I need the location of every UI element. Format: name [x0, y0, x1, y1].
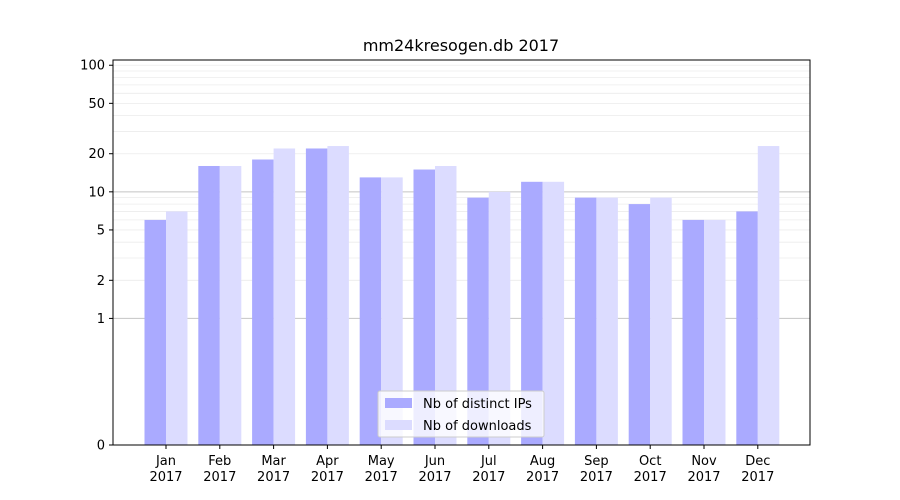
bar-distinct-ips — [252, 159, 274, 445]
x-tick-label-line: 2017 — [311, 470, 344, 485]
bar-distinct-ips — [736, 211, 758, 445]
y-tick-label: 5 — [97, 223, 105, 238]
y-tick-label: 1 — [97, 312, 105, 327]
bar-distinct-ips — [682, 219, 704, 445]
x-tick-label-line: Jan — [155, 454, 176, 469]
bar-downloads — [757, 146, 780, 445]
x-tick-label-line: 2017 — [634, 470, 667, 485]
chart-title: mm24kresogen.db 2017 — [363, 36, 559, 55]
bar-downloads — [596, 197, 618, 445]
bar-downloads — [273, 148, 296, 445]
bar-downloads — [166, 211, 188, 445]
y-tick-label: 2 — [97, 274, 105, 289]
x-tick-label-line: 2017 — [472, 470, 505, 485]
x-tick-label: Aug 2017 — [526, 454, 559, 485]
x-tick-label: Feb 2017 — [203, 454, 236, 485]
y-tick-label: 100 — [80, 59, 105, 74]
x-tick-label-line: Oct — [639, 454, 661, 469]
x-tick-label-line: Jul — [480, 454, 497, 469]
bar-distinct-ips — [467, 197, 489, 445]
x-tick-label-line: 2017 — [418, 470, 451, 485]
x-tick-label: Mar 2017 — [257, 454, 290, 485]
x-tick-label-line: 2017 — [149, 470, 182, 485]
x-tick-label-line: 2017 — [203, 470, 236, 485]
legend-swatch-distinct-ips — [385, 398, 412, 408]
bar-downloads — [435, 165, 457, 446]
bar-downloads — [704, 219, 726, 445]
bar-distinct-ips — [628, 204, 651, 445]
x-tick-label: Oct 2017 — [634, 454, 667, 485]
bar-layer — [144, 146, 780, 446]
x-tick-label-line: Mar — [261, 454, 286, 469]
x-tick-label-line: Aug — [530, 454, 555, 469]
x-tick-label: Jun 2017 — [418, 454, 451, 485]
bar-downloads — [219, 165, 242, 446]
x-tick-label-line: 2017 — [580, 470, 613, 485]
bar-distinct-ips — [144, 219, 166, 445]
x-tick-label-line: Sep — [584, 454, 609, 469]
bar-distinct-ips — [198, 165, 220, 446]
x-tick-label-line: 2017 — [741, 470, 774, 485]
x-tick-label-line: Dec — [745, 454, 770, 469]
y-tick-label: 10 — [88, 185, 105, 200]
bar-downloads — [650, 197, 672, 445]
bar-distinct-ips — [305, 148, 328, 445]
legend: Nb of distinct IPs Nb of downloads — [377, 390, 545, 438]
bar-downloads — [327, 146, 349, 445]
x-tick-label-line: 2017 — [526, 470, 559, 485]
x-tick-label-line: Feb — [208, 454, 231, 469]
x-tick-label-line: Apr — [316, 454, 339, 469]
bar-distinct-ips — [521, 181, 543, 445]
bar-downloads — [381, 177, 403, 446]
x-tick-label-line: May — [368, 454, 395, 469]
bar-distinct-ips — [413, 169, 435, 445]
legend-label-distinct-ips: Nb of distinct IPs — [423, 397, 532, 412]
x-tick-label-line: 2017 — [365, 470, 398, 485]
bar-distinct-ips — [359, 177, 382, 446]
x-tick-label: Apr 2017 — [311, 454, 344, 485]
legend-swatch-downloads — [385, 420, 412, 430]
x-tick-label: Dec 2017 — [741, 454, 774, 485]
legend-label-downloads: Nb of downloads — [423, 419, 532, 434]
bar-distinct-ips — [574, 197, 597, 445]
legend-box — [377, 390, 545, 438]
x-tick-label: Nov 2017 — [687, 454, 720, 485]
x-tick-label: Sep 2017 — [580, 454, 613, 485]
x-tick-label: Jul 2017 — [472, 454, 505, 485]
x-tick-label-line: 2017 — [687, 470, 720, 485]
y-tick-label: 20 — [88, 147, 105, 162]
y-tick-label: 50 — [88, 97, 105, 112]
x-tick-label: Jan 2017 — [149, 454, 182, 485]
y-tick-label: 0 — [97, 439, 105, 454]
x-tick-label-line: 2017 — [257, 470, 290, 485]
x-tick-label: May 2017 — [365, 454, 398, 485]
x-tick-label-line: Jun — [424, 454, 445, 469]
bar-downloads — [542, 181, 565, 445]
bar-downloads — [488, 191, 511, 445]
x-tick-label-line: Nov — [691, 454, 717, 469]
plot-frame — [112, 59, 811, 446]
